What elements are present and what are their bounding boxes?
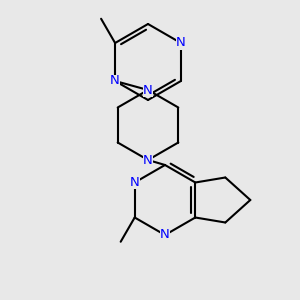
Text: N: N [160,229,170,242]
Text: N: N [176,37,186,50]
Text: N: N [110,74,120,88]
Text: N: N [143,154,153,166]
Text: N: N [143,83,153,97]
Text: N: N [130,176,140,189]
